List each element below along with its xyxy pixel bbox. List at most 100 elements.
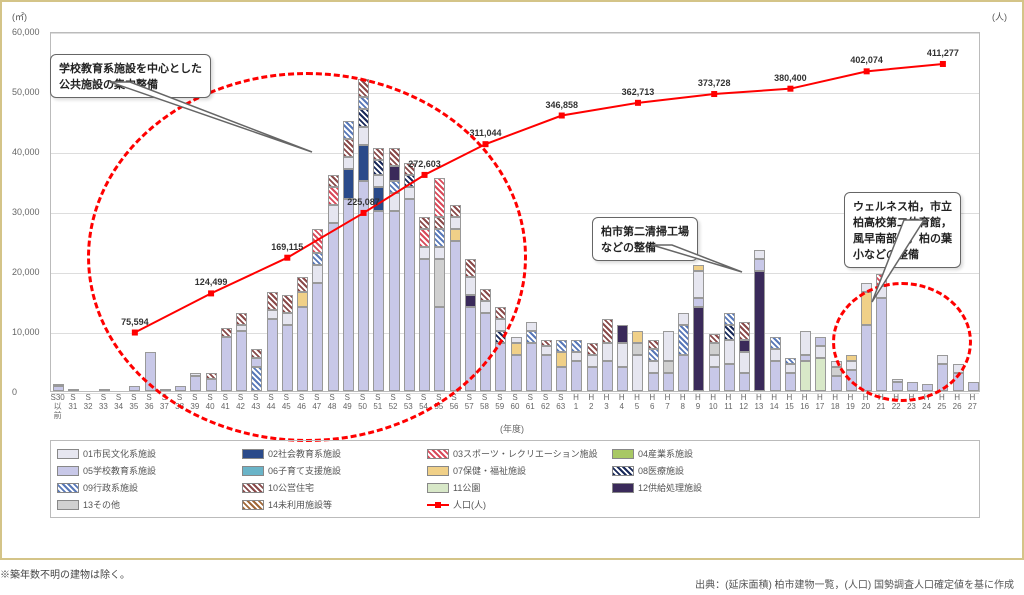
bar-segment xyxy=(404,199,415,391)
x-axis-labels: S30以前S31S32S33S34S35S36S37S38S39S40S41S4… xyxy=(50,394,980,424)
bar-segment xyxy=(800,331,811,355)
bar-segment xyxy=(206,379,217,391)
bar-segment xyxy=(754,259,765,271)
bar-segment xyxy=(648,349,659,361)
bar-segment xyxy=(328,175,339,187)
bar-segment xyxy=(343,121,354,139)
bar-segment xyxy=(145,352,156,391)
legend: 01市民文化系施設02社会教育系施設03スポーツ・レクリエーション施設04産業系… xyxy=(50,440,980,518)
x-tick: S33 xyxy=(99,394,108,412)
bar-segment xyxy=(495,319,506,331)
footnote-left: ※築年数不明の建物は除く。 xyxy=(0,566,130,581)
bar-segment xyxy=(709,343,720,355)
bar-segment xyxy=(328,223,339,391)
bar-segment xyxy=(693,265,704,271)
bar-segment xyxy=(389,193,400,211)
bar-segment xyxy=(190,376,201,391)
x-tick: S35 xyxy=(129,394,138,412)
x-tick: S41 xyxy=(221,394,230,412)
bar-segment xyxy=(541,355,552,391)
bar-segment xyxy=(358,79,369,97)
x-tick: H16 xyxy=(800,394,809,412)
bar-segment xyxy=(648,361,659,373)
x-tick: S45 xyxy=(282,394,291,412)
bar-segment xyxy=(739,352,750,373)
x-tick: S62 xyxy=(541,394,550,412)
legend-label: 03スポーツ・レクリエーション施設 xyxy=(453,447,598,460)
bar-segment xyxy=(770,361,781,391)
bar-segment xyxy=(571,340,582,352)
line-data-label: 373,728 xyxy=(698,78,731,88)
x-tick: H23 xyxy=(907,394,916,412)
bar-segment xyxy=(526,322,537,331)
bar-segment xyxy=(389,166,400,181)
x-tick: S48 xyxy=(328,394,337,412)
x-tick: S32 xyxy=(84,394,93,412)
bar-segment xyxy=(617,343,628,367)
legend-item: 03スポーツ・レクリエーション施設 xyxy=(427,447,612,460)
bar-segment xyxy=(693,307,704,391)
x-tick: S52 xyxy=(389,394,398,412)
bar-segment xyxy=(678,313,689,325)
x-tick: H17 xyxy=(815,394,824,412)
bar-segment xyxy=(328,205,339,223)
bar-segment xyxy=(571,352,582,361)
x-tick: S54 xyxy=(419,394,428,412)
bar-segment xyxy=(328,187,339,205)
bar-segment xyxy=(800,361,811,391)
bar-segment xyxy=(373,160,384,175)
x-tick: H27 xyxy=(968,394,977,412)
bar-segment xyxy=(251,358,262,367)
bar-segment xyxy=(419,247,430,259)
x-tick: S46 xyxy=(297,394,306,412)
bar-segment xyxy=(373,175,384,187)
bar-segment xyxy=(312,253,323,265)
legend-item: 05学校教育系施設 xyxy=(57,464,242,477)
bar-segment xyxy=(815,337,826,346)
line-data-label: 402,074 xyxy=(850,55,883,65)
legend-item: 12供給処理施設 xyxy=(612,481,797,494)
x-tick: H13 xyxy=(754,394,763,412)
bar-segment xyxy=(922,384,933,391)
bar-segment xyxy=(373,211,384,391)
x-tick: S44 xyxy=(267,394,276,412)
legend-label: 07保健・福祉施設 xyxy=(453,464,526,477)
x-tick: S63 xyxy=(556,394,565,412)
chart-container: (㎡) (人) 75,594124,499169,115225,087272,6… xyxy=(0,0,1024,560)
line-data-label: 169,115 xyxy=(271,242,303,252)
x-tick: H18 xyxy=(831,394,840,412)
bar-segment xyxy=(632,331,643,343)
legend-item: 08医療施設 xyxy=(612,464,797,477)
bar-segment xyxy=(236,313,247,325)
bar-segment xyxy=(358,145,369,181)
bar-segment xyxy=(541,346,552,355)
bar-segment xyxy=(724,340,735,364)
bar-segment xyxy=(831,361,842,367)
bar-segment xyxy=(937,355,948,364)
bar-segment xyxy=(831,367,842,376)
x-tick: S58 xyxy=(480,394,489,412)
bar-segment xyxy=(221,328,232,337)
x-tick: H8 xyxy=(680,394,686,412)
bar-segment xyxy=(526,343,537,391)
bar-segment xyxy=(739,322,750,340)
bar-segment xyxy=(602,319,613,343)
bar-segment xyxy=(343,157,354,169)
x-tick: H3 xyxy=(604,394,610,412)
line-data-label: 124,499 xyxy=(195,277,228,287)
x-tick: S36 xyxy=(145,394,154,412)
bar-segment xyxy=(953,364,964,373)
bar-segment xyxy=(663,361,674,373)
legend-item: 01市民文化系施設 xyxy=(57,447,242,460)
bar-segment xyxy=(861,292,872,325)
bar-segment xyxy=(495,343,506,391)
x-tick: H10 xyxy=(709,394,718,412)
bar-segment xyxy=(556,367,567,391)
bar-segment xyxy=(846,361,857,370)
x-tick: H14 xyxy=(770,394,779,412)
x-tick: H12 xyxy=(739,394,748,412)
bar-segment xyxy=(678,355,689,391)
bar-segment xyxy=(267,319,278,391)
x-axis-title: (年度) xyxy=(500,422,524,435)
bar-segment xyxy=(389,211,400,391)
